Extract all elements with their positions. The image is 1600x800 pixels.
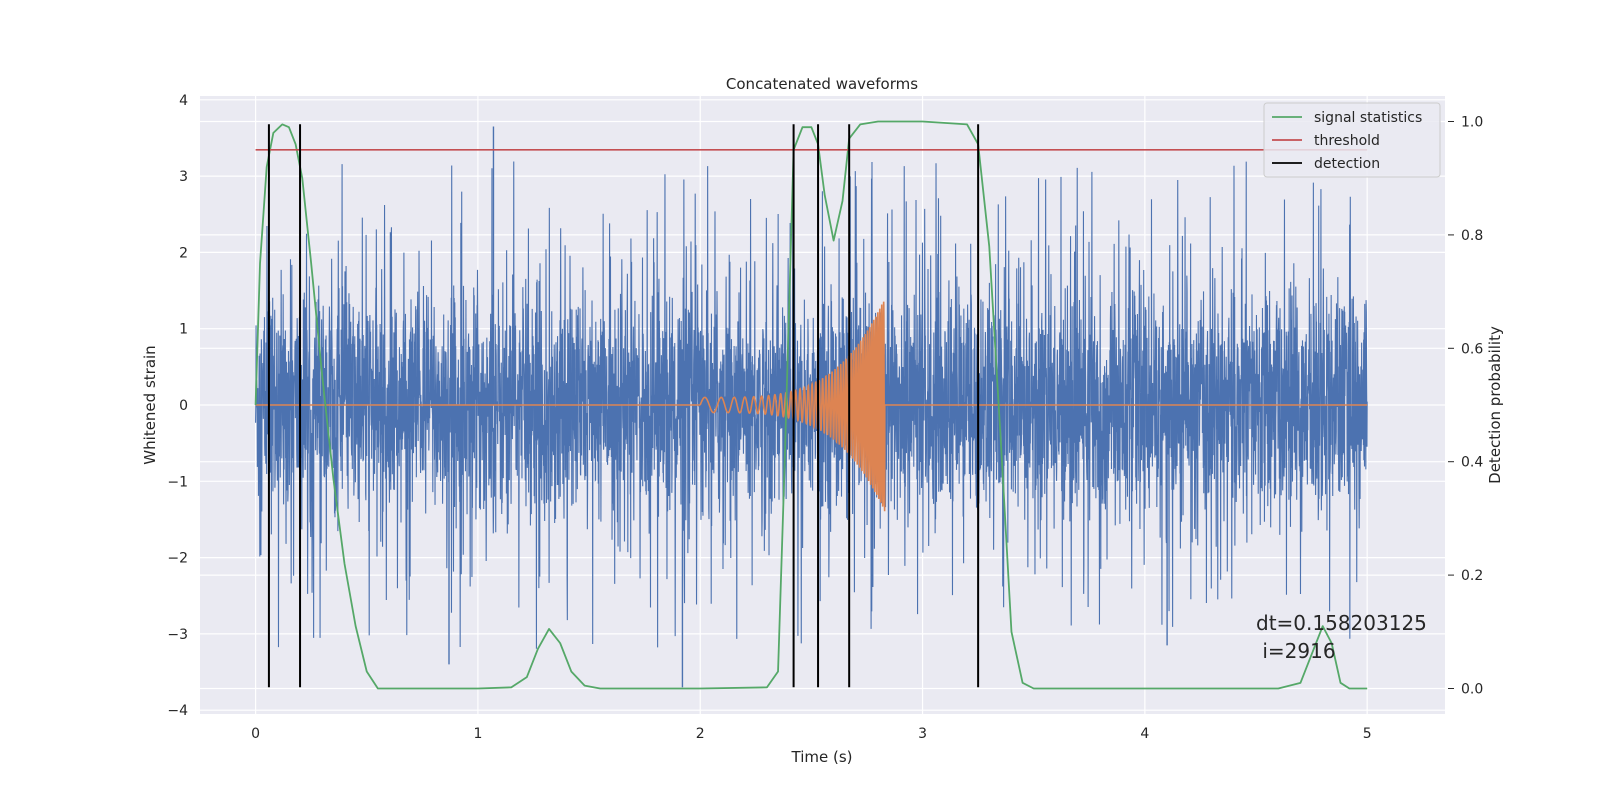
y2-axis-ticks: 0.0 0.2 0.4 0.6 0.8 1.0 [1448, 115, 1483, 697]
legend-label-signal-statistics: signal statistics [1314, 110, 1422, 126]
chart-title: Concatenated waveforms [726, 75, 918, 93]
y2-tick-label: 1.0 [1461, 115, 1483, 131]
signal-statistics-line [254, 120, 1368, 690]
legend-label-detection: detection [1314, 156, 1380, 172]
plot-content [254, 120, 1368, 690]
x-tick-label: 1 [473, 726, 482, 742]
y-tick-label: −2 [167, 551, 188, 567]
x-tick-label: 5 [1363, 726, 1372, 742]
y2-tick-label: 0.8 [1461, 228, 1483, 244]
legend-box [1263, 102, 1441, 178]
x-tick-label: 0 [251, 726, 260, 742]
x-axis-ticks: 0 1 2 3 4 5 [251, 726, 1372, 742]
y-axis-label: Whitened strain [141, 345, 159, 464]
y2-tick-label: 0.6 [1461, 341, 1483, 357]
y-tick-label: 3 [179, 169, 188, 185]
legend-label-threshold: threshold [1314, 133, 1380, 149]
annotation-dt: dt=0.158203125 [1256, 611, 1427, 635]
y2-tick-label: 0.0 [1461, 681, 1483, 697]
y-tick-label: −4 [167, 703, 188, 719]
x-axis-label: Time (s) [791, 748, 853, 766]
x-tick-label: 3 [918, 726, 927, 742]
y2-axis-label: Detection probability [1486, 326, 1504, 484]
annotation-i: i=2916 [1256, 639, 1336, 663]
y-axis-ticks: −4 −3 −2 −1 0 1 2 3 4 [167, 93, 188, 719]
y2-tick-label: 0.4 [1461, 455, 1483, 471]
y-tick-label: 1 [179, 322, 188, 338]
y-tick-label: −3 [167, 627, 188, 643]
signal-line [255, 301, 1368, 512]
y-tick-label: −1 [167, 474, 188, 490]
y-tick-label: 2 [179, 245, 188, 261]
x-tick-label: 2 [696, 726, 705, 742]
legend: signal statistics threshold detection [1263, 102, 1441, 178]
y-tick-label: 0 [179, 398, 188, 414]
y2-tick-label: 0.2 [1461, 568, 1483, 584]
y-tick-label: 4 [179, 93, 188, 109]
x-tick-label: 4 [1140, 726, 1149, 742]
